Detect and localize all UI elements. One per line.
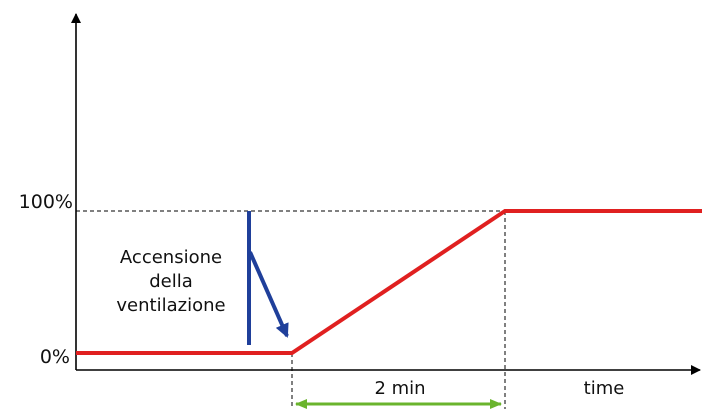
- x-axis-label: time: [584, 378, 625, 399]
- y-label-100: 100%: [19, 191, 73, 213]
- annotation-text-line2: della: [149, 271, 193, 292]
- y-label-0: 0%: [40, 346, 70, 368]
- annotation-text-line3: ventilazione: [116, 295, 225, 316]
- annotation-text-line1: Accensione: [120, 247, 222, 268]
- annotation-arrow: [248, 251, 289, 338]
- signal-line: [76, 209, 702, 355]
- duration-label: 2 min: [374, 378, 425, 399]
